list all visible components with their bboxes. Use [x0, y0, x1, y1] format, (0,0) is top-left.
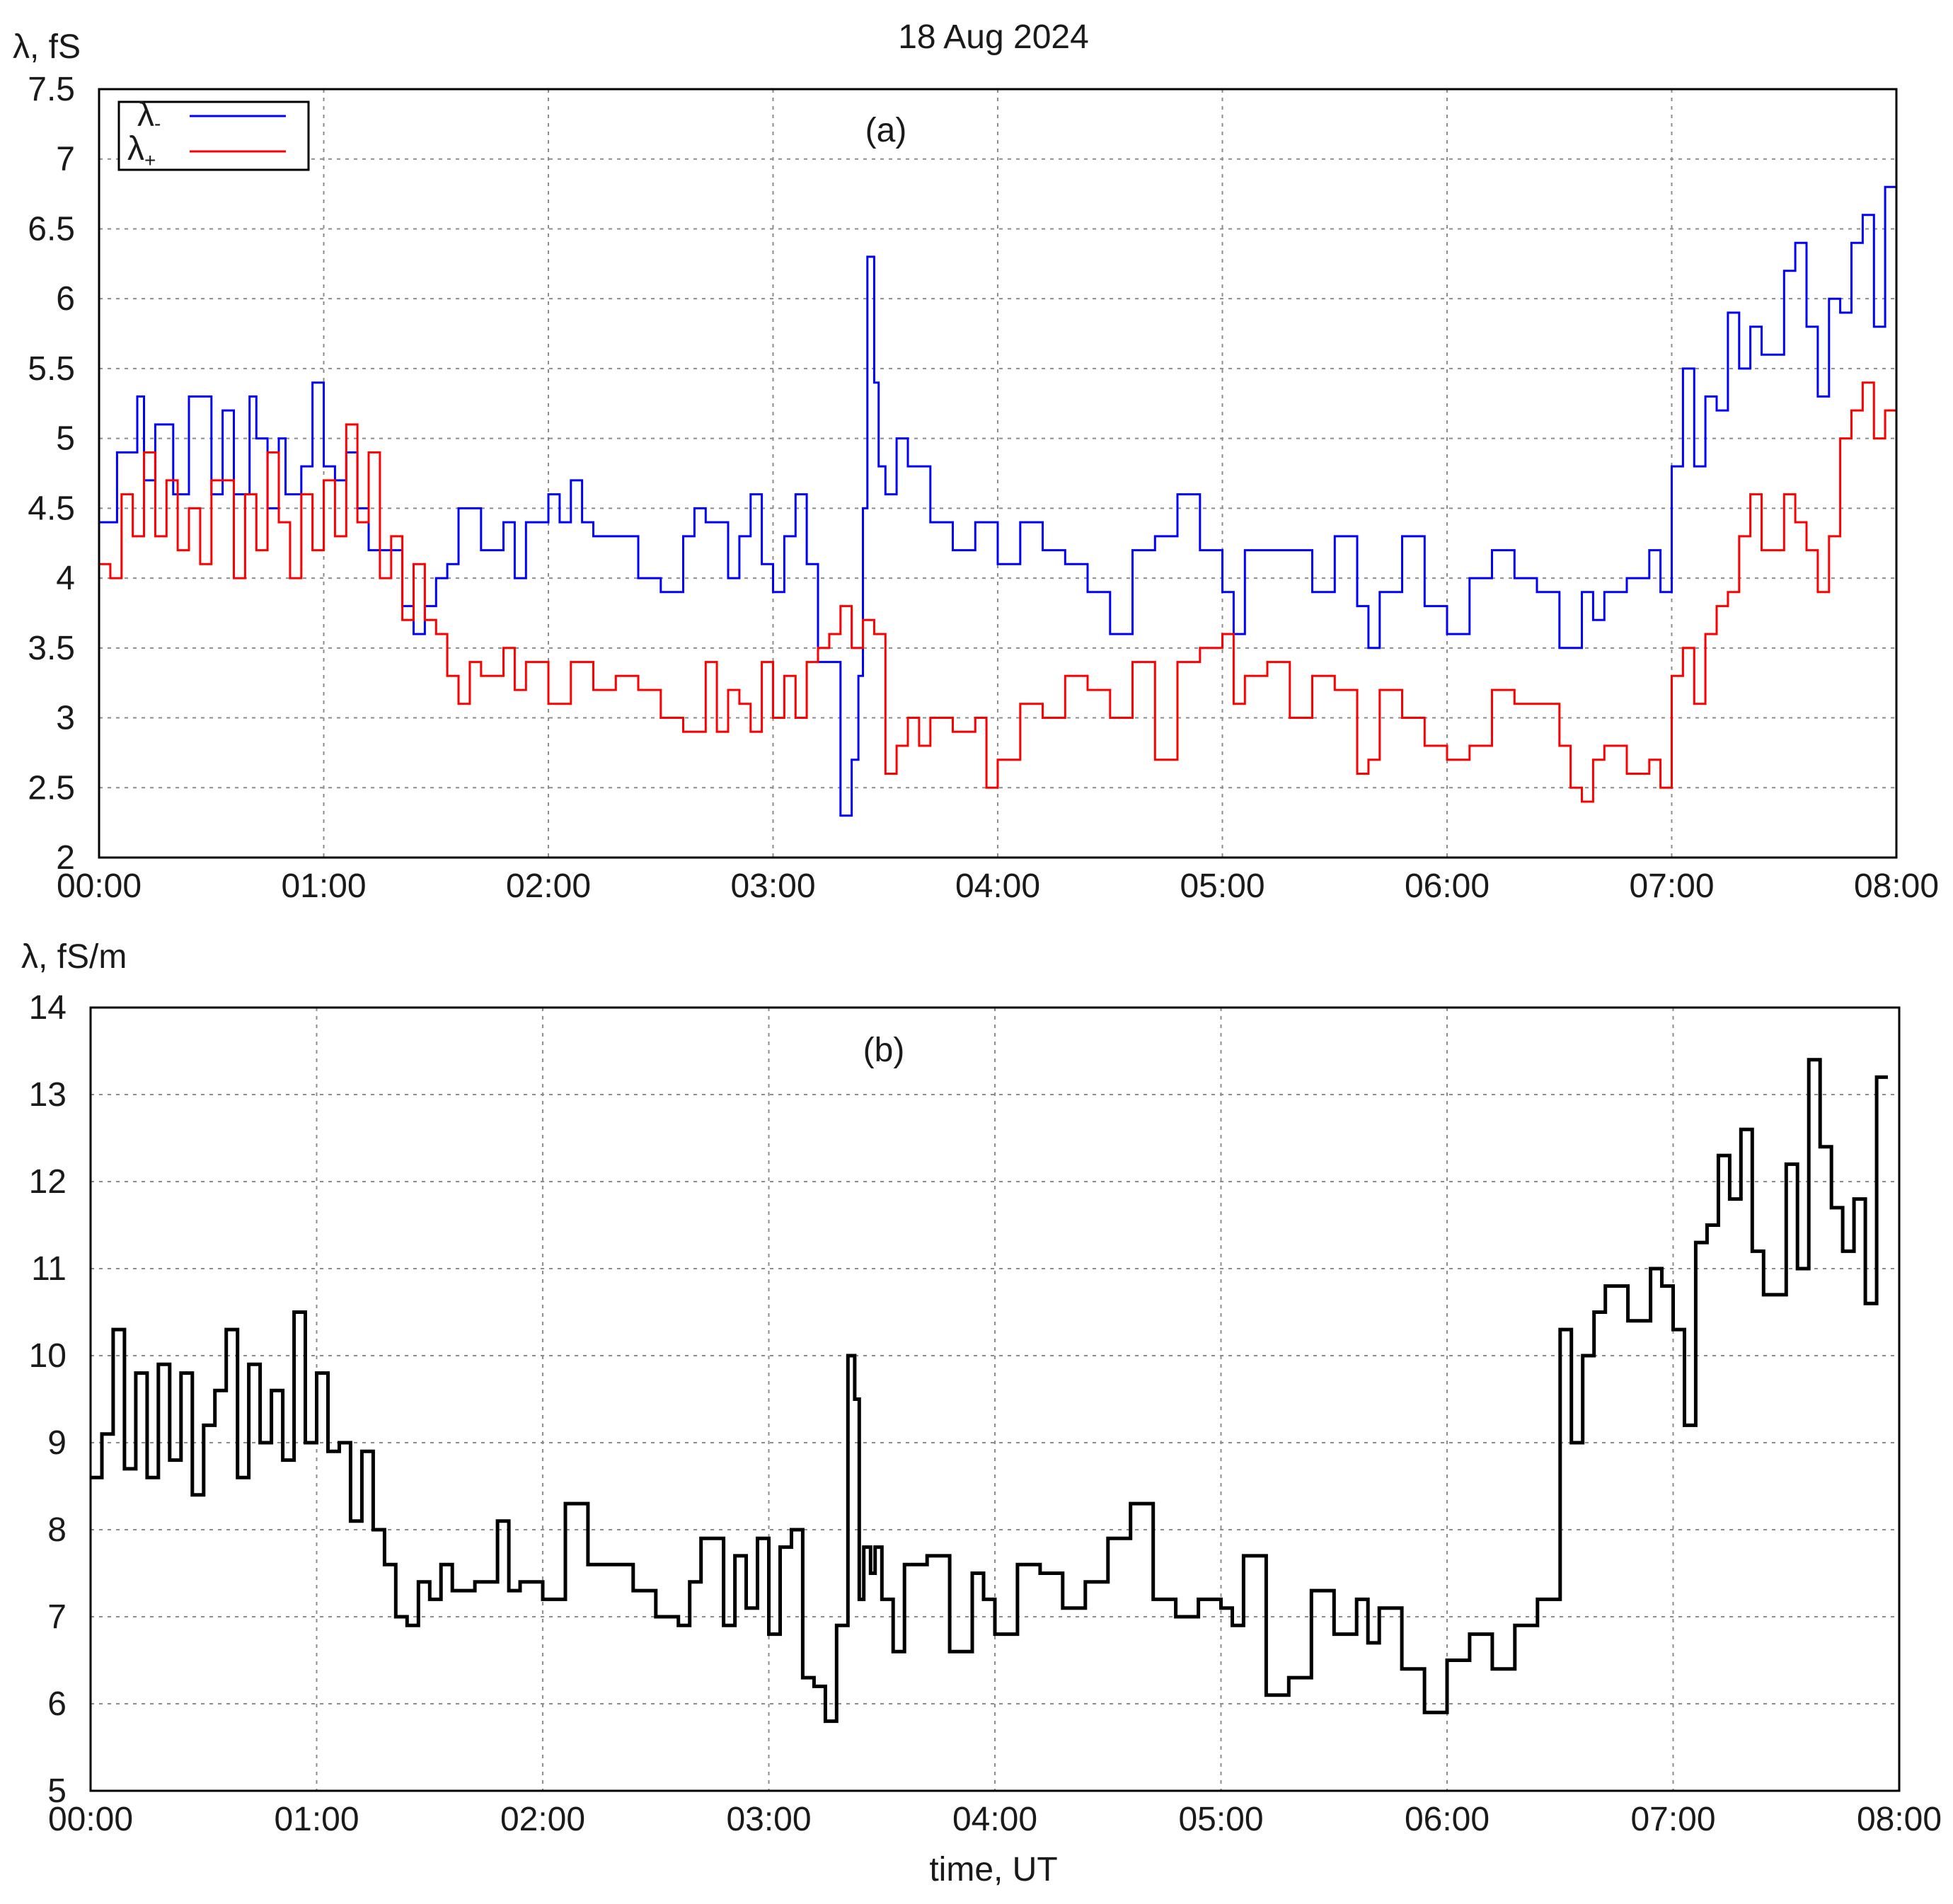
y-tick-label: 12 [29, 1163, 67, 1201]
panel-b-ticks: 00:00 01:00 02:00 03:00 04:00 05:00 06:00 07:00… [29, 989, 1942, 1838]
y-tick-label: 14 [29, 989, 67, 1027]
panel-b-grid [91, 1008, 1899, 1791]
x-tick-label: 04:00 [952, 1801, 1037, 1838]
y-tick-label: 2 [56, 839, 75, 877]
panel-b-ylabel: λ, fS/m [21, 938, 127, 976]
panel-b-plot-frame [89, 1006, 1901, 1792]
y-tick-label: 4 [56, 560, 75, 597]
panel-b: λ, fS/m 00:00 01:00 02:00 03:00 04:00 05:00 06… [21, 938, 1942, 1888]
legend-box [117, 100, 310, 171]
y-tick-label: 7 [47, 1598, 67, 1636]
panel-a-ylabel: λ, fS [13, 28, 81, 66]
x-tick-label: 05:00 [1180, 867, 1264, 905]
y-tick-label: 3.5 [28, 630, 75, 667]
legend: λ- λ+ [117, 96, 310, 171]
panel-a-ticks: 00:00 01:00 02:00 03:00 04:00 05:00 06:00 07:00… [28, 71, 1939, 905]
x-tick-label: 04:00 [955, 867, 1040, 905]
legend-label-lambda-plus: λ+ [127, 130, 156, 171]
x-tick-label: 02:00 [500, 1801, 585, 1838]
y-tick-label: 5 [56, 420, 75, 458]
panel-b-label: (b) [863, 1032, 905, 1069]
panel-a-plot-frame [98, 88, 1898, 859]
series-line-a-1 [99, 270, 1898, 803]
x-tick-label: 01:00 [274, 1801, 359, 1838]
panel-a-label: (a) [865, 112, 907, 149]
y-tick-label: 9 [47, 1424, 67, 1462]
x-tick-label: 02:00 [506, 867, 591, 905]
y-tick-label: 5 [47, 1772, 67, 1810]
x-tick-label: 00:00 [57, 867, 142, 905]
panel-a: λ, fS 00:00 01:00 02:00 03:00 04:00 05:00 06:0… [13, 28, 1939, 905]
y-tick-label: 2.5 [28, 769, 75, 807]
x-tick-label: 06:00 [1405, 1801, 1490, 1838]
x-tick-label: 07:00 [1630, 1801, 1715, 1838]
y-tick-label: 6.5 [28, 210, 75, 248]
y-tick-label: 8 [47, 1511, 67, 1549]
y-tick-label: 7.5 [28, 71, 75, 108]
x-tick-label: 00:00 [48, 1801, 133, 1838]
x-tick-label: 01:00 [281, 867, 366, 905]
panel-b-series [91, 1058, 1888, 1724]
y-tick-label: 3 [56, 700, 75, 737]
y-tick-label: 13 [29, 1076, 67, 1114]
y-tick-label: 6 [47, 1685, 67, 1723]
x-tick-label: 05:00 [1178, 1801, 1263, 1838]
x-tick-label: 08:00 [1854, 867, 1939, 905]
x-tick-label: 08:00 [1857, 1801, 1942, 1838]
legend-label-lambda-minus: λ- [137, 96, 161, 134]
panel-a-series [99, 185, 1898, 817]
y-tick-label: 5.5 [28, 350, 75, 388]
y-tick-label: 11 [31, 1250, 67, 1288]
y-tick-label: 7 [56, 141, 75, 178]
y-tick-label: 6 [56, 280, 75, 318]
x-tick-label: 03:00 [730, 867, 815, 905]
series-line-b-0 [91, 1058, 1888, 1724]
figure-title: 18 Aug 2024 [898, 18, 1089, 56]
y-tick-label: 10 [29, 1337, 67, 1375]
panel-a-grid [99, 89, 1896, 858]
x-tick-label: 06:00 [1405, 867, 1490, 905]
x-tick-label: 03:00 [726, 1801, 811, 1838]
panel-b-xlabel: time, UT [929, 1851, 1057, 1888]
x-tick-label: 07:00 [1629, 867, 1714, 905]
y-tick-label: 4.5 [28, 490, 75, 527]
